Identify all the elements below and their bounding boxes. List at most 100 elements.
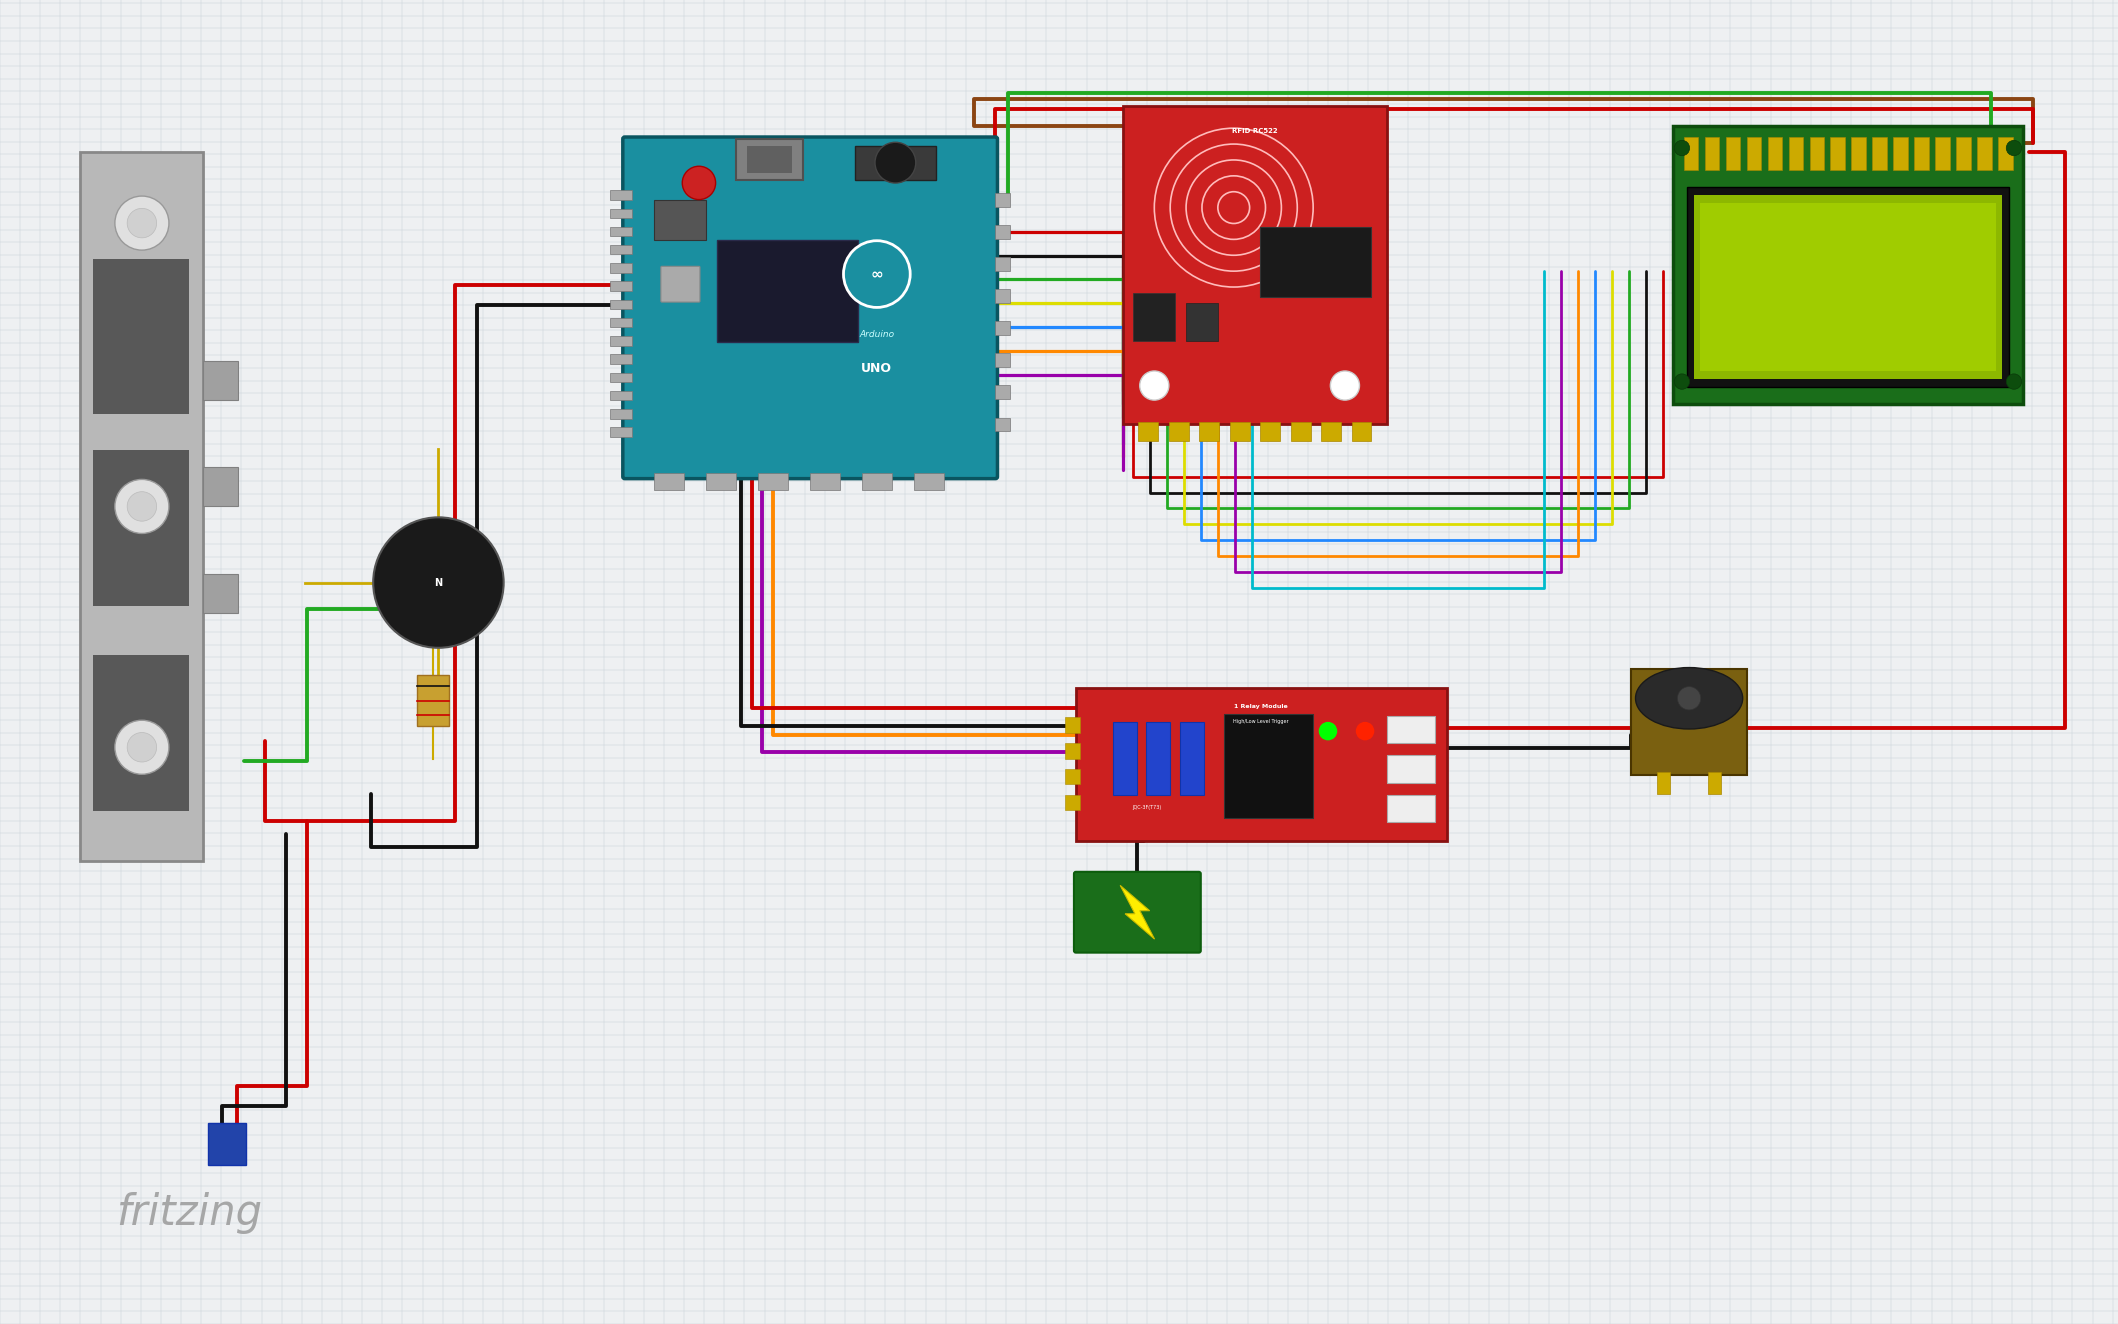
Bar xyxy=(915,473,945,490)
Bar xyxy=(758,473,788,490)
Bar xyxy=(1387,756,1436,782)
Circle shape xyxy=(1673,373,1690,389)
Polygon shape xyxy=(1120,886,1154,939)
Bar xyxy=(1893,136,1908,171)
Bar xyxy=(1065,743,1080,759)
Bar xyxy=(1726,136,1741,171)
Bar xyxy=(1387,716,1436,743)
Bar xyxy=(1688,187,2008,387)
Bar xyxy=(995,225,1010,238)
Bar xyxy=(1322,422,1341,441)
Bar xyxy=(1978,136,1991,171)
Circle shape xyxy=(1320,722,1336,740)
Bar xyxy=(1788,136,1802,171)
Bar xyxy=(707,473,737,490)
FancyBboxPatch shape xyxy=(623,136,998,479)
Bar xyxy=(995,289,1010,303)
Circle shape xyxy=(1677,687,1701,710)
Text: 1 Relay Module: 1 Relay Module xyxy=(1235,704,1288,710)
Bar xyxy=(862,473,892,490)
Bar xyxy=(1631,669,1747,775)
Bar xyxy=(610,299,631,310)
Bar xyxy=(1065,718,1080,732)
Bar xyxy=(1936,136,1951,171)
Bar xyxy=(1139,422,1159,441)
Text: Arduino: Arduino xyxy=(860,331,894,339)
Circle shape xyxy=(127,208,157,238)
Text: JQC-3F(T73): JQC-3F(T73) xyxy=(1131,805,1161,810)
Bar xyxy=(1830,136,1845,171)
Bar xyxy=(1146,722,1171,794)
Bar xyxy=(1231,422,1250,441)
Circle shape xyxy=(2006,140,2023,156)
Bar xyxy=(208,1123,246,1165)
Bar xyxy=(1809,136,1824,171)
Circle shape xyxy=(114,720,169,775)
Bar xyxy=(1224,715,1313,818)
Bar xyxy=(203,573,237,613)
Circle shape xyxy=(373,518,504,647)
Bar xyxy=(93,655,189,812)
Bar xyxy=(610,428,631,437)
Bar xyxy=(610,355,631,364)
Bar xyxy=(80,152,203,861)
Bar xyxy=(1260,422,1279,441)
Bar xyxy=(1673,126,2023,404)
Bar xyxy=(1260,226,1372,297)
Text: fritzing: fritzing xyxy=(116,1192,263,1234)
Text: ∞: ∞ xyxy=(870,266,883,282)
Bar xyxy=(995,322,1010,335)
Bar xyxy=(610,409,631,418)
Bar xyxy=(654,200,707,241)
Bar xyxy=(610,336,631,346)
Bar xyxy=(1133,294,1175,342)
Bar xyxy=(809,473,839,490)
Bar xyxy=(1656,772,1669,793)
Circle shape xyxy=(114,196,169,250)
Bar xyxy=(1684,136,1699,171)
Ellipse shape xyxy=(1635,667,1743,730)
Circle shape xyxy=(843,241,911,307)
Bar xyxy=(1186,303,1218,342)
Bar xyxy=(1769,136,1781,171)
Text: RFID RC522: RFID RC522 xyxy=(1233,128,1277,134)
Bar xyxy=(995,354,1010,367)
Bar xyxy=(1701,203,1995,372)
Bar xyxy=(1123,106,1387,424)
Bar xyxy=(203,361,237,400)
Bar xyxy=(610,318,631,327)
Bar xyxy=(203,467,237,507)
Bar xyxy=(1747,136,1762,171)
Bar xyxy=(1065,769,1080,784)
Bar xyxy=(1387,794,1436,822)
Bar xyxy=(995,193,1010,207)
Bar xyxy=(748,146,792,172)
Bar xyxy=(654,473,684,490)
Bar xyxy=(1169,422,1188,441)
Bar xyxy=(1076,688,1447,841)
Bar xyxy=(610,226,631,236)
Bar xyxy=(1851,136,1866,171)
Bar xyxy=(1180,722,1203,794)
Text: N: N xyxy=(434,577,443,588)
Circle shape xyxy=(114,479,169,534)
Bar xyxy=(610,191,631,200)
Circle shape xyxy=(127,732,157,763)
Bar xyxy=(610,245,631,254)
Bar xyxy=(93,450,189,605)
Bar xyxy=(610,391,631,400)
Text: High/Low Level Trigger: High/Low Level Trigger xyxy=(1233,719,1290,724)
Circle shape xyxy=(1356,722,1375,740)
Bar xyxy=(1694,195,2002,379)
Bar xyxy=(1997,136,2012,171)
Bar xyxy=(1957,136,1972,171)
FancyBboxPatch shape xyxy=(1074,871,1201,953)
Bar xyxy=(737,139,803,180)
Bar xyxy=(610,263,631,273)
Bar xyxy=(1199,422,1220,441)
Bar xyxy=(995,385,1010,399)
Bar xyxy=(1065,794,1080,810)
Bar xyxy=(417,675,449,726)
Text: UNO: UNO xyxy=(862,361,892,375)
Bar xyxy=(1351,422,1372,441)
